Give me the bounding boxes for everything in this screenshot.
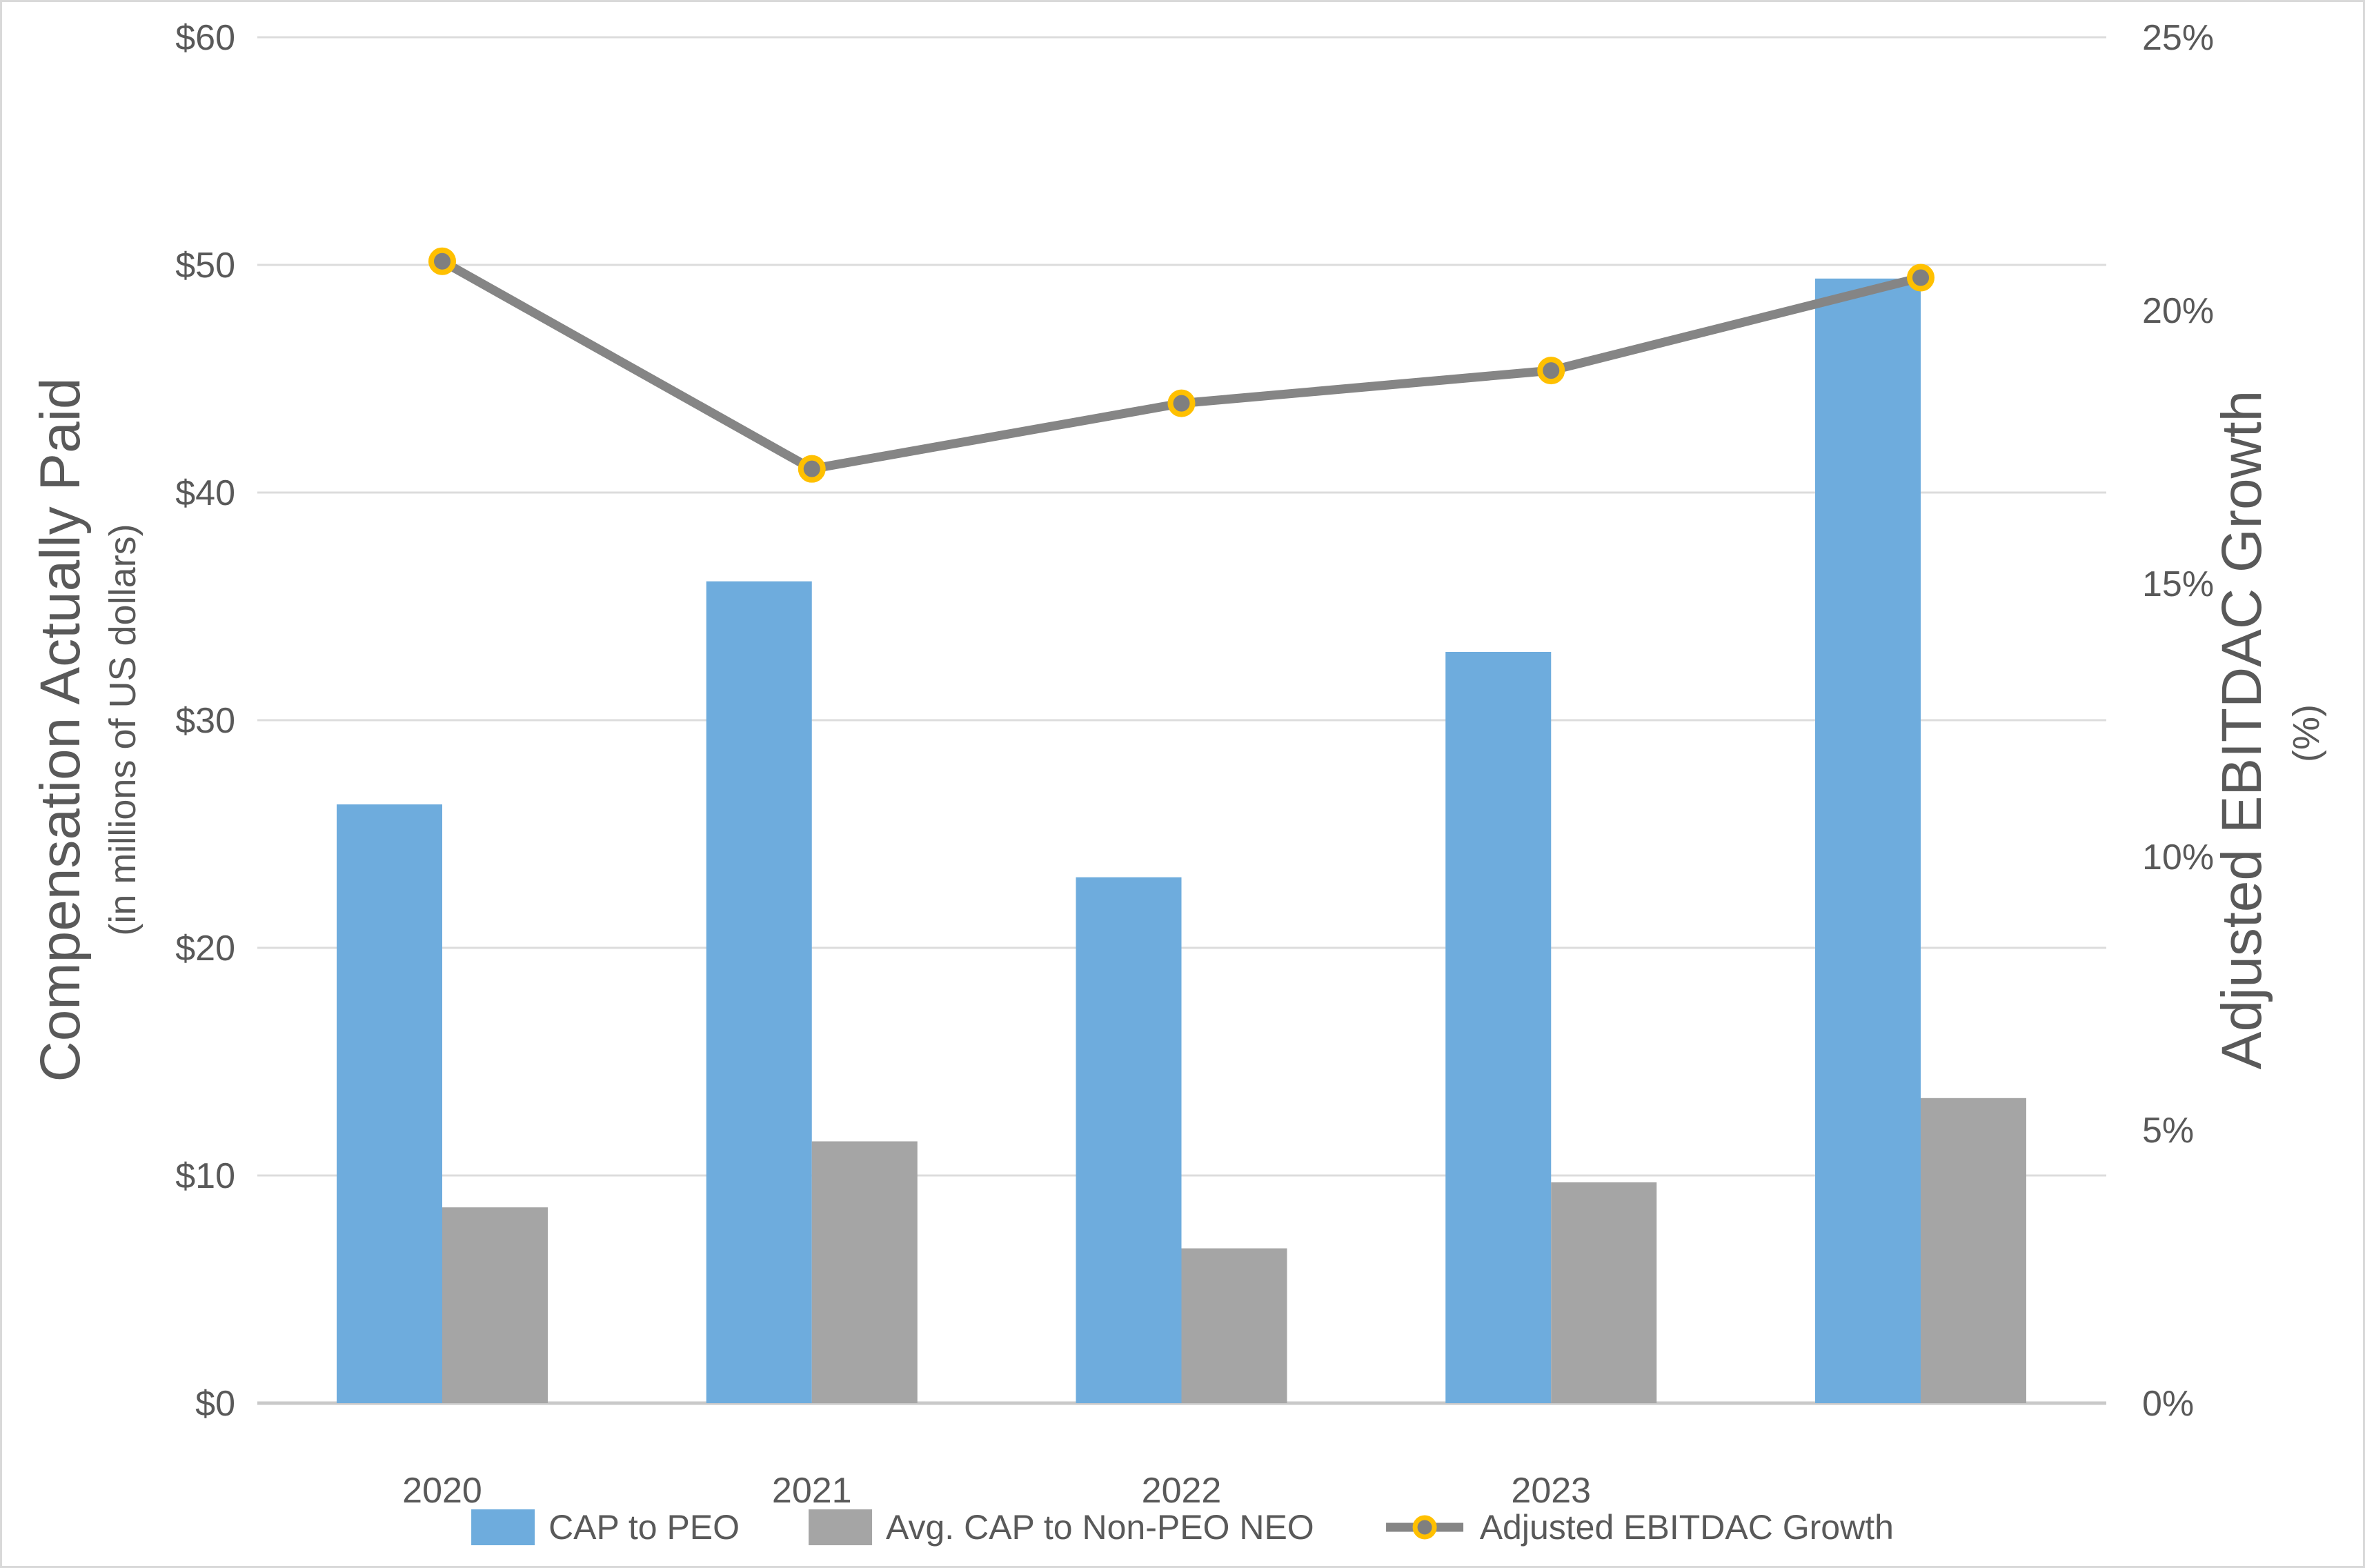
left-tick-label-$40: $40 bbox=[175, 473, 235, 513]
x-axis-label-2021: 2021 bbox=[772, 1471, 852, 1511]
legend-label: CAP to PEO bbox=[548, 1508, 740, 1547]
bar-avg-cap-non-peo-neo-2023 bbox=[1551, 1182, 1657, 1403]
left-tick-label-$20: $20 bbox=[175, 929, 235, 969]
legend-item-avg-cap-non-peo-neo: Avg. CAP to Non-PEO NEO bbox=[809, 1507, 1314, 1547]
bar-cap-to-peo-2020 bbox=[337, 804, 442, 1403]
x-axis-label-2023: 2023 bbox=[1511, 1471, 1591, 1511]
right-tick-label-10%: 10% bbox=[2142, 837, 2214, 877]
left-tick-label-$10: $10 bbox=[175, 1156, 235, 1196]
line-marker-2021 bbox=[798, 455, 826, 483]
bar-cap-to-peo-2022 bbox=[1076, 877, 1182, 1403]
right-tick-label-5%: 5% bbox=[2142, 1111, 2194, 1151]
legend-label: Avg. CAP to Non-PEO NEO bbox=[886, 1508, 1314, 1547]
bar-avg-cap-non-peo-neo-2021 bbox=[811, 1141, 918, 1403]
bar-cap-to-peo-group5 bbox=[1815, 278, 1921, 1403]
legend-item-adjusted-ebitdac-growth: Adjusted EBITDAC Growth bbox=[1383, 1507, 1894, 1547]
line-marker-2022 bbox=[1167, 389, 1196, 417]
line-marker-swatch-icon bbox=[1385, 1515, 1463, 1540]
legend: CAP to PEO Avg. CAP to Non-PEO NEO Adjus… bbox=[471, 1507, 1894, 1547]
gray-bar-swatch-icon bbox=[809, 1509, 873, 1545]
left-tick-label-$0: $0 bbox=[195, 1384, 235, 1424]
left-tick-label-$30: $30 bbox=[175, 701, 235, 741]
x-axis-label-2022: 2022 bbox=[1142, 1471, 1222, 1511]
line-marker-2020 bbox=[428, 247, 456, 275]
adjusted-ebitdac-growth-line bbox=[437, 257, 1926, 474]
bar-avg-cap-non-peo-neo-2020 bbox=[442, 1207, 548, 1403]
left-tick-label-$60: $60 bbox=[175, 18, 235, 58]
blue-bar-swatch-icon bbox=[471, 1509, 535, 1545]
line-marker-2023 bbox=[1537, 357, 1565, 385]
right-tick-label-0%: 0% bbox=[2142, 1384, 2194, 1424]
right-tick-label-25%: 25% bbox=[2142, 18, 2214, 58]
left-tick-label-$50: $50 bbox=[175, 246, 235, 286]
bar-avg-cap-non-peo-neo-2022 bbox=[1181, 1248, 1287, 1403]
legend-item-cap-to-peo: CAP to PEO bbox=[471, 1507, 740, 1547]
x-axis-label-2020: 2020 bbox=[402, 1471, 482, 1511]
legend-label: Adjusted EBITDAC Growth bbox=[1479, 1508, 1894, 1547]
right-tick-label-20%: 20% bbox=[2142, 291, 2214, 331]
bar-cap-to-peo-2021 bbox=[706, 581, 812, 1404]
bar-cap-to-peo-2023 bbox=[1445, 652, 1552, 1403]
line-marker-group5 bbox=[1907, 264, 1934, 292]
bar-avg-cap-non-peo-neo-group5 bbox=[1921, 1098, 2026, 1403]
right-tick-label-15%: 15% bbox=[2142, 564, 2214, 604]
